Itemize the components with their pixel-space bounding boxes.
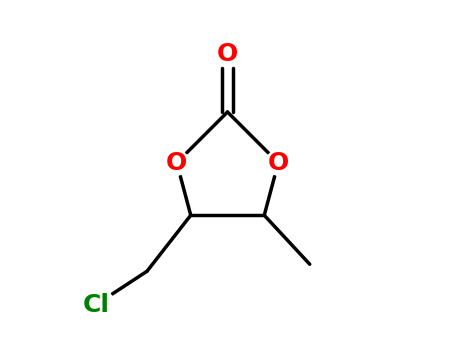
Circle shape <box>79 287 114 322</box>
Circle shape <box>165 150 189 175</box>
Text: O: O <box>166 151 187 175</box>
Circle shape <box>215 42 240 66</box>
Circle shape <box>266 150 290 175</box>
Text: O: O <box>268 151 289 175</box>
Text: Cl: Cl <box>83 293 110 316</box>
Text: O: O <box>217 42 238 66</box>
